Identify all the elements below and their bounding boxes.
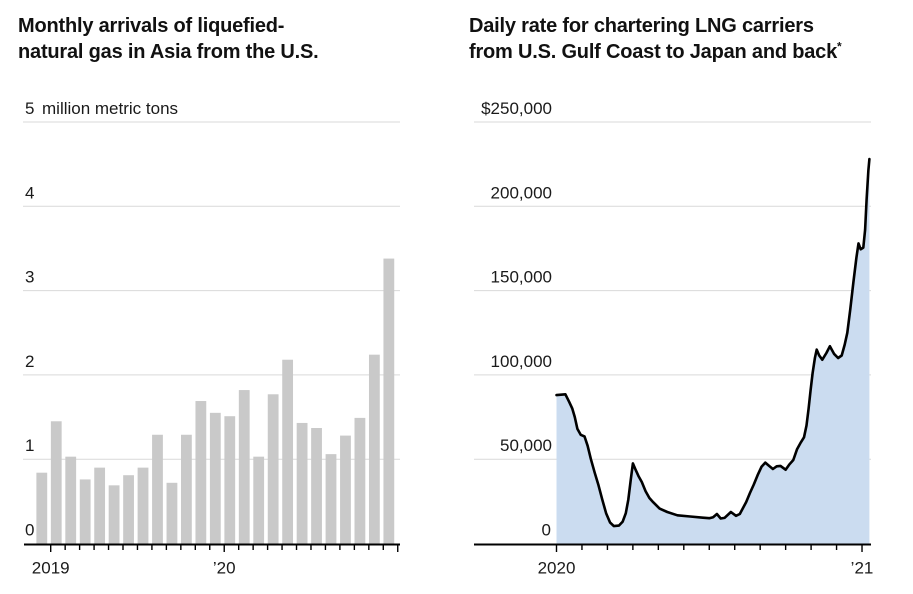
bar-May-2020 — [267, 394, 279, 544]
bar-Jun-2020 — [282, 359, 294, 544]
y-axis-label: 3 — [25, 268, 34, 287]
bar-Jan-2019 — [36, 472, 48, 544]
y-axis-label: 1 — [25, 436, 34, 455]
bar-Oct-2020 — [340, 435, 351, 544]
x-axis-label: 2019 — [32, 559, 70, 578]
x-axis-label: ’21 — [851, 559, 874, 578]
arrivals-bar-plot: 2019 ’20 5 4 3 2 1 0 million metric tons — [23, 99, 400, 578]
rate-line — [555, 157, 871, 528]
y-axis-label: 150,000 — [491, 268, 552, 287]
bar-Feb-2020 — [224, 416, 236, 544]
bar-Sep-2019 — [152, 434, 163, 544]
x-axis-label: 2020 — [538, 559, 576, 578]
y-axis-label: $250,000 — [481, 99, 552, 118]
bar-May-2019 — [94, 467, 106, 544]
rate-title-line-1: Daily rate for chartering LNG carriers — [469, 15, 814, 37]
y-axis-label: 0 — [542, 521, 551, 540]
bar-Nov-2019 — [181, 434, 192, 544]
y-axis-label: 4 — [25, 183, 34, 202]
footnote-asterisk: * — [837, 39, 842, 54]
bar-Dec-2019 — [195, 401, 207, 544]
y-axis-unit-label: million metric tons — [42, 99, 178, 118]
y-axis-label: 50,000 — [500, 436, 552, 455]
y-axis-label: 100,000 — [491, 352, 552, 371]
bar-Oct-2019 — [166, 482, 178, 544]
bar-Aug-2019 — [137, 467, 149, 544]
bar-Mar-2019 — [65, 456, 77, 544]
y-axis-label: 0 — [25, 521, 34, 540]
y-axis-label: 2 — [25, 352, 34, 371]
y-axis-label: 200,000 — [491, 183, 552, 202]
bar-Apr-2019 — [79, 479, 91, 544]
arrivals-title-line-1: Monthly arrivals of liquefied- — [18, 15, 285, 37]
bar-Jan-2020 — [209, 412, 221, 544]
bar-Dec-2020 — [368, 354, 380, 544]
rate-title-line-2-text: from U.S. Gulf Coast to Japan and back — [469, 41, 838, 63]
bar-Feb-2019 — [50, 421, 62, 544]
charter-rate-chart-title: Daily rate for chartering LNG carriers f… — [469, 13, 842, 65]
bar-Jan-2021 — [383, 258, 395, 544]
x-axis-label: ’20 — [213, 559, 236, 578]
arrivals-title-line-2: natural gas in Asia from the U.S. — [18, 41, 319, 63]
y-axis-label: 5 — [25, 99, 34, 118]
bar-Aug-2020 — [311, 428, 322, 544]
bar-Mar-2020 — [238, 390, 250, 544]
bar-Jun-2019 — [108, 485, 120, 544]
bar-Nov-2020 — [354, 417, 366, 544]
bar-Sep-2020 — [325, 454, 337, 544]
arrivals-chart-title: Monthly arrivals of liquefied- natural g… — [18, 13, 319, 65]
bar-Jul-2020 — [296, 422, 308, 544]
bar-Apr-2020 — [253, 456, 265, 544]
rate-area-fill — [556, 159, 870, 544]
bar-Jul-2019 — [123, 475, 134, 544]
rate-title-line-2: from U.S. Gulf Coast to Japan and back* — [469, 39, 842, 65]
charter-rate-area-plot: 2020 ’21 $250,000 200,000 150,000 100,000 50,0… — [474, 99, 874, 578]
